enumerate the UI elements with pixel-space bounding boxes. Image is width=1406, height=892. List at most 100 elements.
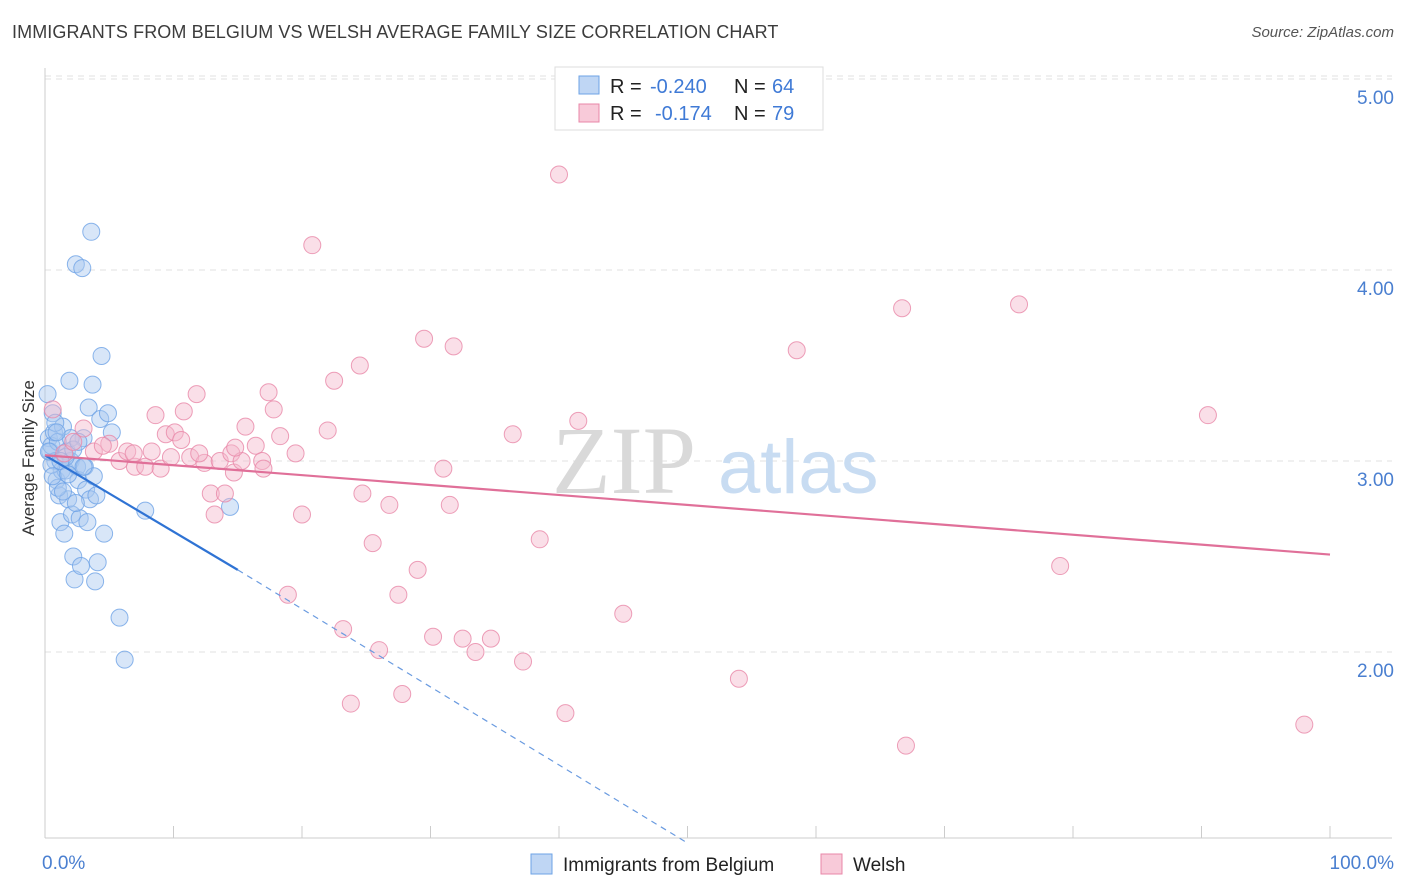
point-welsh-35 [293,505,311,524]
point-welsh-29 [253,452,272,470]
point-belgium-63 [74,457,93,476]
point-welsh-56 [481,629,500,648]
point-welsh-73 [93,436,112,455]
legend-swatch-welsh [578,103,600,123]
point-welsh-20 [201,484,220,503]
point-welsh-42 [353,484,372,503]
series-legend-label-welsh: Welsh [853,855,905,876]
y-tick-label-0: 2.00 [1357,661,1394,682]
point-welsh-47 [393,685,412,704]
point-belgium-45 [110,608,129,627]
point-welsh-3 [74,419,93,438]
point-belgium-39 [88,553,107,572]
point-belgium-62 [69,432,88,451]
point-belgium-17 [60,371,79,390]
point-belgium-56 [43,467,62,486]
point-welsh-37 [318,421,337,440]
legend-n-label-welsh: N = [734,103,766,125]
point-welsh-46 [389,585,408,604]
point-belgium-20 [64,547,83,566]
point-belgium-35 [83,375,102,394]
point-belgium-0 [38,385,57,404]
trend-lines [44,454,1331,844]
point-welsh-43 [363,534,382,553]
point-welsh-59 [530,530,549,549]
point-welsh-21 [205,505,224,524]
point-belgium-44 [102,423,121,442]
point-welsh-76 [190,444,209,463]
point-belgium-31 [78,513,97,532]
point-welsh-62 [569,411,588,430]
y-tick-label-3: 5.00 [1357,88,1394,109]
y-tick-label-1: 3.00 [1357,470,1394,491]
point-welsh-63 [614,604,633,623]
point-welsh-50 [424,627,443,646]
chart-title: IMMIGRANTS FROM BELGIUM VS WELSH AVERAGE… [12,22,779,42]
legend-r-value-welsh: -0.174 [655,103,712,125]
point-welsh-54 [453,629,472,648]
point-welsh-32 [271,427,290,446]
point-belgium-50 [46,413,65,432]
point-welsh-38 [325,371,344,390]
point-welsh-11 [146,406,165,425]
point-welsh-18 [187,385,206,404]
point-welsh-30 [259,383,278,402]
point-welsh-7 [118,442,137,461]
axes [44,68,1392,839]
point-welsh-27 [236,417,255,436]
legend-n-label-belgium: N = [734,76,766,98]
series-legend-swatch-belgium [530,853,553,875]
legend-r-value-belgium: -0.240 [650,76,707,98]
y-axis-title: Average Family Size [19,380,38,536]
point-welsh-45 [380,495,399,514]
series-legend: Immigrants from Belgium Welsh [530,853,905,876]
point-welsh-48 [408,560,427,579]
point-welsh-55 [466,643,485,661]
point-belgium-26 [71,557,90,576]
point-belgium-41 [92,346,111,365]
point-welsh-65 [729,669,748,688]
point-belgium-42 [95,524,114,543]
point-belgium-54 [66,494,85,513]
point-welsh-9 [136,457,155,476]
legend: R = -0.240 N = 64 R = -0.174 N = 79 [554,66,824,131]
legend-r-label-welsh: R = [610,103,642,125]
grid [45,75,1392,653]
point-welsh-66 [787,341,806,360]
legend-n-value-belgium: 64 [772,76,794,98]
point-welsh-74 [124,444,143,463]
legend-n-value-welsh: 79 [772,103,794,125]
x-tick-labels: 0.0% 100.0% [42,853,1394,874]
trend-line-welsh [44,454,1331,556]
x-tick-label-0: 0.0% [42,853,85,874]
point-belgium-48 [221,497,240,516]
point-welsh-68 [896,736,915,755]
point-welsh-31 [264,400,283,419]
point-welsh-10 [142,442,161,461]
point-welsh-14 [165,423,184,442]
source-label: Source: ZipAtlas.com [1251,24,1394,41]
point-welsh-67 [893,299,912,318]
point-welsh-39 [334,620,353,639]
point-belgium-27 [73,259,92,278]
x-tick-label-1: 100.0% [1330,853,1395,874]
point-welsh-40 [341,694,360,713]
point-welsh-75 [161,448,180,467]
legend-swatch-belgium [578,75,600,95]
point-welsh-72 [1295,715,1314,734]
point-belgium-13 [55,524,74,543]
watermark-atlas: atlas [718,425,879,510]
point-welsh-36 [303,236,322,255]
trend-line-belgium [44,454,239,571]
point-welsh-16 [174,402,193,421]
point-welsh-23 [215,484,234,503]
point-welsh-58 [514,652,533,671]
point-welsh-15 [172,430,191,449]
point-welsh-34 [286,444,305,463]
point-welsh-5 [100,434,119,453]
point-welsh-78 [254,459,273,478]
point-belgium-34 [82,222,101,241]
point-welsh-0 [43,400,62,419]
point-belgium-30 [77,480,96,499]
y-tick-labels: 2.00 3.00 4.00 5.00 [1357,88,1394,682]
